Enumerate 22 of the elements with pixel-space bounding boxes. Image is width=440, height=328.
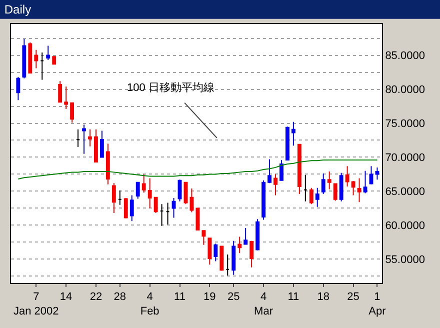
x-tick-label: 18: [317, 291, 330, 304]
annotation: 100 日移動平均線: [127, 82, 214, 94]
x-tick-label: 11: [288, 291, 300, 304]
x-tick-label: 4 Feb: [140, 291, 160, 318]
y-tick-label: 60.0000: [385, 220, 425, 232]
y-tick-label: 65.0000: [385, 186, 425, 198]
x-tick-label: 22: [90, 291, 102, 304]
x-tick-label: 28: [114, 291, 126, 304]
x-tick-label: 25: [347, 291, 360, 304]
x-tick-label: 4 Mar: [254, 291, 274, 318]
x-tick-label: 7 Jan 2002: [13, 291, 59, 318]
y-tick-label: 85.0000: [385, 50, 425, 62]
x-tick-label: 19: [204, 291, 216, 304]
y-tick-label: 70.0000: [385, 152, 425, 164]
y-tick-label: 75.0000: [385, 118, 425, 130]
x-tick-label: 1 Apr: [368, 291, 386, 318]
y-tick-label: 55.0000: [385, 254, 425, 266]
chart-title: Daily: [4, 2, 32, 16]
x-tick-label: 11: [174, 291, 186, 304]
x-tick-label: 14: [60, 291, 72, 304]
x-tick-label: 25: [227, 291, 240, 304]
y-tick-label: 80.0000: [385, 84, 425, 96]
